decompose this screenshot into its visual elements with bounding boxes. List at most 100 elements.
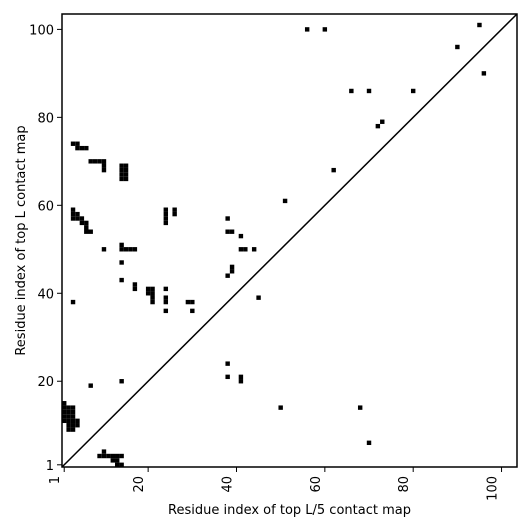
- y-tick-label: 60: [37, 199, 54, 214]
- contact-cell: [366, 440, 372, 446]
- contact-cell: [322, 27, 328, 32]
- contact-cell: [101, 159, 107, 164]
- contact-cell: [79, 216, 85, 221]
- contact-cell: [132, 247, 138, 252]
- y-tick-label: 80: [37, 111, 54, 126]
- contact-cell: [128, 247, 133, 252]
- contact-cell: [163, 220, 169, 226]
- contact-cell: [251, 247, 257, 252]
- contact-cell: [75, 141, 80, 146]
- contact-cell: [238, 247, 244, 252]
- contact-cell: [357, 405, 363, 410]
- contact-cell: [119, 242, 124, 248]
- contact-cell: [97, 453, 102, 459]
- contact-cell: [481, 71, 487, 76]
- contact-cell: [119, 247, 124, 252]
- contact-cell: [66, 418, 71, 424]
- contact-cell: [75, 211, 80, 217]
- contact-cell: [238, 374, 244, 380]
- contact-cell: [115, 462, 120, 467]
- contact-cell: [225, 229, 230, 234]
- contact-cell: [123, 247, 129, 252]
- contact-cell: [66, 409, 71, 415]
- contact-cell: [119, 176, 124, 182]
- contact-cell: [243, 247, 248, 252]
- contact-cell: [455, 44, 460, 50]
- contact-cell: [79, 220, 85, 226]
- y-tick-label: 40: [37, 287, 54, 302]
- contact-cell: [75, 418, 80, 424]
- contact-cell: [70, 211, 76, 217]
- contact-cell: [256, 295, 261, 300]
- contact-cell: [123, 163, 129, 168]
- contact-cell: [62, 405, 67, 410]
- contact-cell: [229, 269, 235, 274]
- contact-cell: [119, 453, 124, 459]
- contact-cell: [132, 286, 138, 292]
- contact-cell: [410, 88, 416, 94]
- contact-cell: [150, 291, 155, 296]
- contact-cell: [70, 141, 76, 146]
- contact-cell: [79, 145, 85, 151]
- contact-cell: [150, 299, 155, 305]
- contact-cell: [101, 453, 107, 459]
- contact-cell: [225, 361, 230, 366]
- contact-cell: [163, 295, 169, 300]
- contact-cell: [119, 277, 124, 283]
- contact-cell: [115, 458, 120, 463]
- x-tick-label: 80: [397, 476, 412, 493]
- contact-cell: [225, 273, 230, 278]
- contact-cell: [238, 379, 244, 384]
- contact-cell: [123, 172, 129, 177]
- contact-cell: [101, 167, 107, 173]
- contact-cell: [163, 308, 169, 314]
- contact-cell: [366, 88, 372, 94]
- contact-cell: [477, 22, 482, 28]
- contact-cell: [70, 423, 76, 428]
- contact-cell: [75, 216, 80, 221]
- contact-cell: [229, 229, 235, 234]
- contact-cell: [84, 145, 89, 151]
- contact-cell: [62, 414, 67, 419]
- x-axis-ticks: 1 20 40 60 80 100: [48, 467, 503, 501]
- contact-cell: [163, 299, 169, 305]
- contact-cell: [190, 299, 195, 305]
- x-tick-label: 1: [48, 476, 63, 484]
- contact-cell: [163, 286, 169, 292]
- contact-cell: [185, 299, 191, 305]
- contact-cell: [84, 229, 89, 234]
- y-tick-label: 1: [46, 459, 54, 474]
- contact-cell: [119, 260, 124, 265]
- contact-cell: [304, 27, 310, 32]
- diagonal-line: [61, 13, 518, 468]
- contact-cell: [75, 423, 80, 428]
- contact-cell: [88, 229, 93, 234]
- contact-cell: [70, 414, 76, 419]
- contact-cell: [70, 418, 76, 424]
- contact-cell: [62, 418, 67, 424]
- contact-cell: [66, 414, 71, 419]
- contact-cell: [66, 427, 71, 432]
- contact-cell: [101, 163, 107, 168]
- contact-cell: [150, 286, 155, 292]
- contact-cell: [163, 207, 169, 212]
- contact-cell: [119, 167, 124, 173]
- contact-cell: [70, 299, 76, 305]
- contact-cell: [380, 119, 385, 124]
- contact-cell: [119, 163, 124, 168]
- contact-cell: [190, 308, 195, 314]
- contact-cell: [145, 286, 151, 292]
- contact-cell: [62, 401, 67, 406]
- contact-cell: [101, 449, 107, 454]
- contact-cell: [110, 453, 116, 459]
- contact-cell: [62, 409, 67, 415]
- plot-frame: [61, 13, 518, 468]
- contact-cell: [132, 282, 138, 287]
- contact-cell: [225, 374, 230, 380]
- x-tick-label: 40: [220, 476, 235, 493]
- x-tick-label: 20: [132, 476, 147, 493]
- x-tick-label: 60: [309, 476, 324, 493]
- contact-cell: [70, 216, 76, 221]
- contact-cell: [70, 207, 76, 212]
- contact-cell: [97, 159, 102, 164]
